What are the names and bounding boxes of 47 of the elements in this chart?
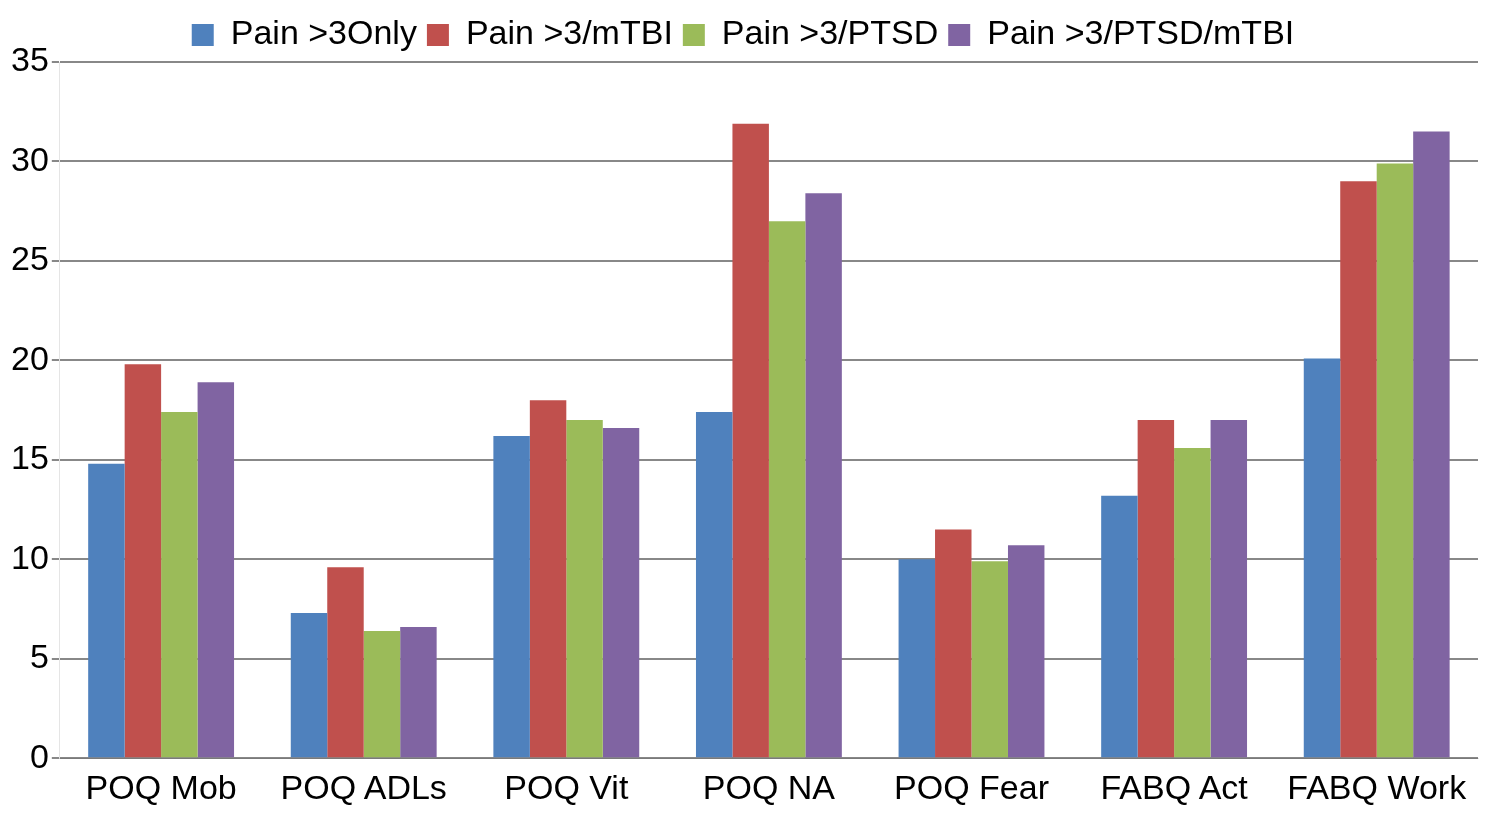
x-tick-label: POQ ADLs xyxy=(280,767,447,806)
bar xyxy=(327,567,364,758)
x-tick-label: POQ NA xyxy=(702,767,836,806)
bar xyxy=(493,435,530,758)
y-tick-label: 5 xyxy=(29,637,49,676)
x-tick-label: POQ Vit xyxy=(504,767,629,806)
bar xyxy=(1413,131,1450,758)
bar xyxy=(1340,181,1377,758)
x-tick-label: POQ Mob xyxy=(85,767,237,806)
bar xyxy=(695,412,733,758)
x-tick-label: POQ Fear xyxy=(894,767,1049,806)
bar xyxy=(197,382,235,758)
bar xyxy=(1376,163,1414,758)
bar xyxy=(971,561,1008,758)
y-tick-label: 0 xyxy=(29,736,49,775)
legend-label: Pain >3/mTBI xyxy=(465,13,673,52)
bar xyxy=(566,420,603,758)
bar xyxy=(935,529,972,758)
x-tick-label: FABQ Work xyxy=(1287,767,1468,806)
bar xyxy=(529,400,567,758)
legend-label: Pain >3Only xyxy=(230,13,417,52)
bar xyxy=(1210,420,1248,758)
y-tick-label: 35 xyxy=(10,40,49,79)
bar xyxy=(1137,420,1175,758)
y-tick-label: 10 xyxy=(10,537,49,576)
bar xyxy=(1101,495,1138,758)
bar xyxy=(898,559,936,758)
bar xyxy=(732,123,769,758)
bar xyxy=(805,193,842,758)
y-tick-label: 15 xyxy=(10,438,49,477)
bar xyxy=(400,626,437,758)
bar xyxy=(124,364,162,758)
y-tick-label: 30 xyxy=(10,139,49,178)
bar xyxy=(290,612,328,758)
bar xyxy=(1303,358,1341,758)
y-tick-label: 20 xyxy=(10,338,49,377)
x-tick-label: FABQ Act xyxy=(1100,767,1249,806)
bar xyxy=(602,428,640,758)
legend-label: Pain >3/PTSD xyxy=(721,13,939,52)
bar xyxy=(1007,545,1045,758)
legend-label: Pain >3/PTSD/mTBI xyxy=(987,13,1295,52)
bar xyxy=(88,463,125,758)
bar xyxy=(768,221,806,758)
bar xyxy=(363,630,401,758)
bar xyxy=(161,412,198,758)
y-tick-label: 25 xyxy=(10,239,49,278)
bar xyxy=(1174,447,1211,758)
